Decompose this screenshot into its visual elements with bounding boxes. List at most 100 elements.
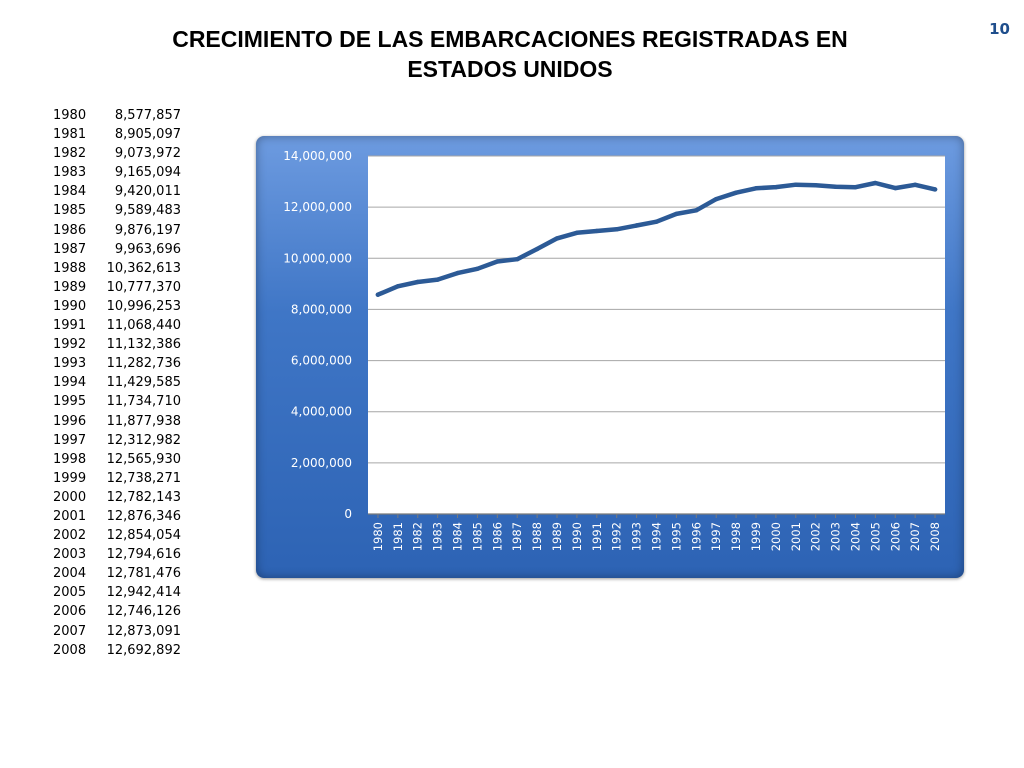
data-point: [713, 196, 719, 202]
table-cell-year: 2000: [53, 489, 87, 505]
table-row: 1995 11,734,710: [48, 392, 181, 411]
table-cell-value: 12,312,982: [106, 432, 181, 448]
table-row: 2005 12,942,414: [48, 583, 181, 602]
data-point: [654, 219, 659, 224]
x-tick-label: 2006: [888, 522, 902, 551]
table-row: 1989 10,777,370: [48, 278, 181, 297]
table-cell-year: 1998: [53, 451, 87, 467]
x-tick-label: 2001: [789, 522, 803, 551]
table-cell-year: 1985: [53, 203, 87, 219]
table-cell-value: 12,876,346: [106, 508, 181, 524]
table-row: 1985 9,589,483: [48, 201, 181, 220]
x-tick-label: 1984: [451, 522, 465, 551]
x-tick-label: 1983: [431, 522, 445, 551]
data-point: [475, 266, 480, 271]
table-row: 2004 12,781,476: [48, 564, 181, 583]
data-point: [554, 236, 560, 241]
table-cell-year: 2005: [53, 585, 87, 601]
x-tick-label: 1989: [550, 522, 564, 551]
table-cell-year: 1982: [53, 146, 87, 162]
table-cell-year: 2002: [53, 528, 87, 544]
table-cell-year: 1993: [53, 356, 87, 372]
x-tick-label: 1980: [371, 522, 385, 551]
table-cell-year: 1999: [53, 470, 87, 486]
x-tick-label: 2002: [809, 522, 823, 551]
table-row: 2007 12,873,091: [48, 622, 181, 641]
x-tick-label: 2004: [848, 522, 862, 551]
table-cell-year: 2001: [53, 508, 87, 524]
x-tick-label: 1997: [709, 522, 723, 551]
data-point: [435, 277, 440, 282]
table-row: 2003 12,794,616: [48, 545, 181, 564]
table-cell-value: 12,854,054: [106, 528, 181, 544]
data-point: [594, 228, 600, 234]
slide-title-line-1: CRECIMIENTO DE LAS EMBARCACIONES REGISTR…: [172, 26, 848, 52]
data-point: [634, 223, 639, 228]
table-row: 1998 12,565,930: [48, 450, 181, 469]
table-cell-year: 2007: [53, 623, 87, 639]
table-cell-value: 11,877,938: [106, 413, 181, 429]
x-tick-label: 1991: [590, 522, 604, 551]
table-cell-value: 12,873,091: [106, 623, 181, 639]
data-point: [495, 259, 500, 264]
slide-title-line-2: ESTADOS UNIDOS: [407, 56, 613, 82]
table-row: 1987 9,963,696: [48, 240, 181, 259]
table-cell-value: 9,420,011: [114, 184, 181, 200]
data-point: [733, 190, 739, 195]
table-cell-value: 8,905,097: [114, 127, 181, 143]
data-point: [574, 230, 580, 236]
table-cell-year: 1980: [53, 108, 87, 123]
y-tick-label: 6,000,000: [291, 354, 352, 368]
table-cell-value: 12,794,616: [106, 547, 181, 563]
table-cell-year: 1992: [53, 337, 87, 353]
data-point: [813, 183, 818, 188]
x-tick-label: 2008: [928, 522, 942, 551]
table-row: 1991 11,068,440: [48, 316, 181, 335]
y-tick-label: 10,000,000: [283, 251, 352, 265]
x-tick-label: 2003: [829, 522, 843, 551]
table-cell-year: 2008: [53, 642, 87, 658]
table-row: 2001 12,876,346: [48, 507, 181, 526]
table-cell-year: 1991: [53, 318, 87, 334]
table-row: 1994 11,429,585: [48, 373, 181, 392]
y-tick-label: 14,000,000: [283, 149, 352, 163]
chart-frame: 0 2,000,000 4,000,000 6,000,000 8,000,000 10,…: [256, 136, 964, 578]
data-point: [873, 180, 878, 186]
table-row: 1982 9,073,972: [48, 144, 181, 163]
table-cell-value: 12,782,143: [106, 489, 181, 505]
table-row: 2008 12,692,892: [48, 641, 181, 660]
data-point: [534, 246, 540, 252]
y-tick-label: 8,000,000: [291, 302, 352, 316]
line-chart: 0 2,000,000 4,000,000 6,000,000 8,000,000 10,…: [283, 149, 945, 551]
y-tick-label: 2,000,000: [291, 456, 352, 470]
table-row: 1983 9,165,094: [48, 163, 181, 182]
x-tick-label: 2007: [908, 522, 922, 551]
plot-area: [368, 156, 945, 514]
table-row: 1980 8,577,857: [48, 106, 181, 125]
data-table: 1980 8,577,857 1981 8,905,097 1982 9,073,972 1…: [48, 106, 181, 660]
x-tick-label: 1992: [610, 522, 624, 551]
x-tick-label: 1988: [530, 522, 544, 551]
table-cell-value: 9,876,197: [114, 222, 181, 238]
x-tick-label: 1982: [411, 522, 425, 551]
data-point: [833, 184, 838, 190]
data-point: [893, 185, 898, 191]
table-cell-value: 12,746,126: [106, 604, 181, 620]
x-tick-label: 2005: [868, 522, 882, 551]
table-row: 1988 10,362,613: [48, 259, 181, 278]
data-point: [674, 211, 679, 217]
x-tick-label: 1987: [510, 522, 524, 551]
table-cell-value: 12,942,414: [106, 585, 181, 601]
table-row: 2000 12,782,143: [48, 488, 181, 507]
table-cell-year: 2004: [53, 566, 87, 582]
table-cell-year: 1988: [53, 260, 87, 276]
table-cell-value: 9,165,094: [114, 165, 181, 181]
x-tick-label: 1996: [689, 522, 703, 551]
table-row: 1990 10,996,253: [48, 297, 181, 316]
table-cell-value: 11,429,585: [106, 375, 181, 391]
x-tick-label: 1985: [470, 522, 484, 551]
data-point: [932, 187, 938, 192]
data-point: [773, 184, 779, 190]
table-cell-value: 9,589,483: [114, 203, 181, 219]
data-point: [793, 182, 798, 187]
